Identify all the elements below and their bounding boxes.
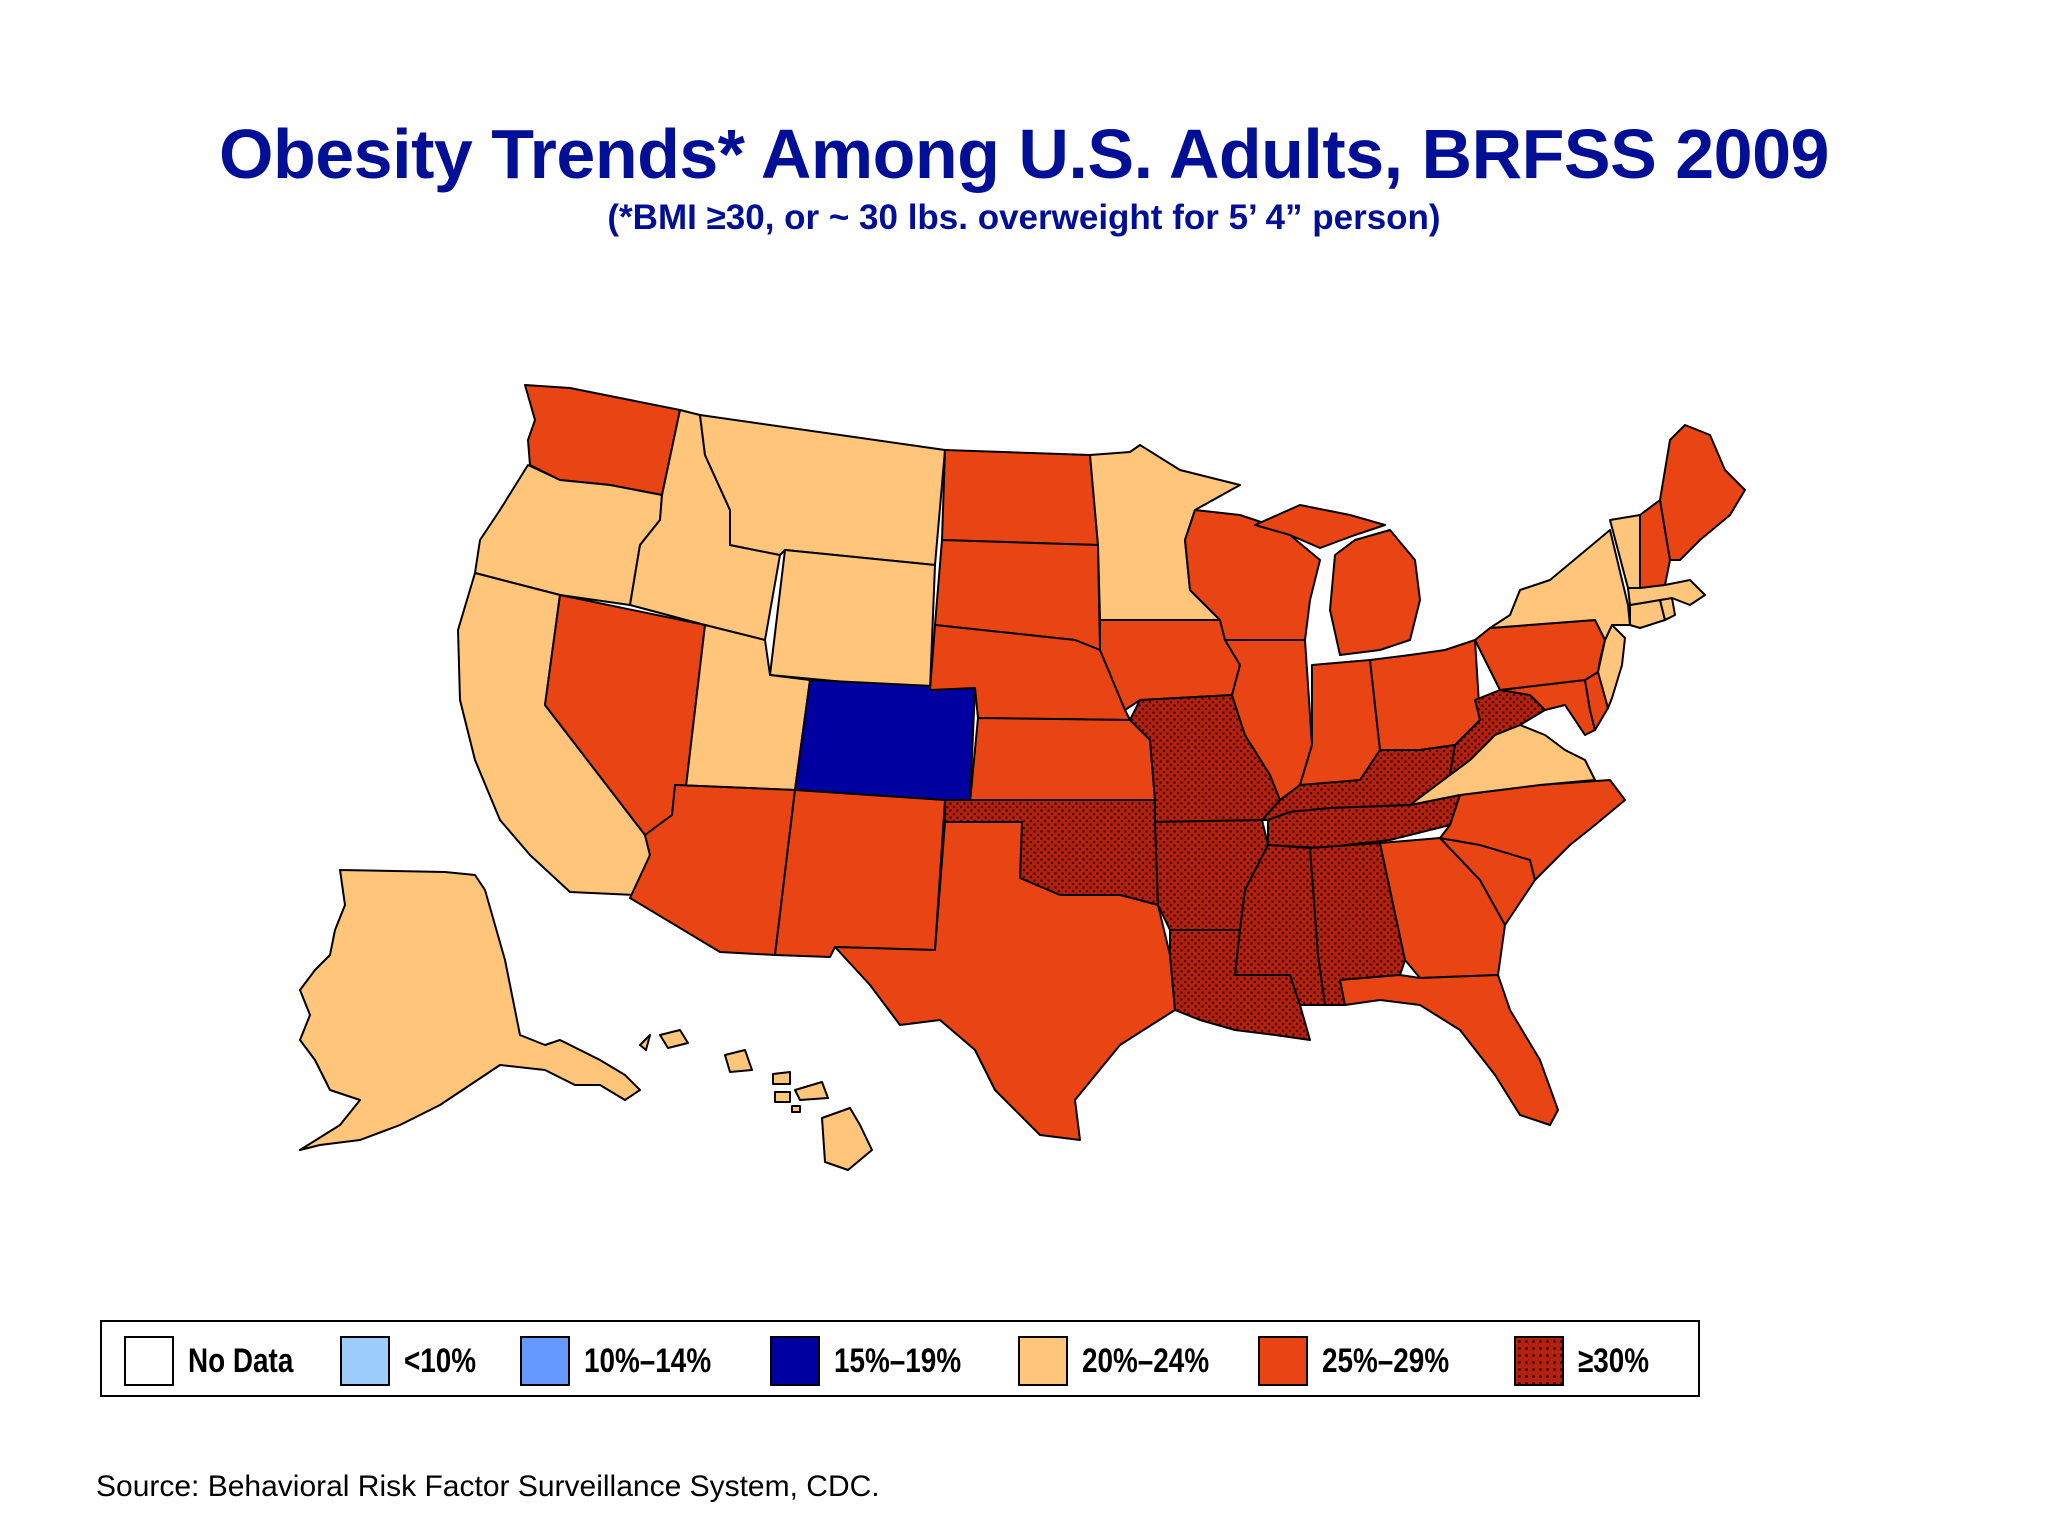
legend-item-nodata: No Data (124, 1322, 324, 1395)
state-maine (1659, 424, 1746, 561)
state-kansas (969, 717, 1156, 803)
legend-label: <10% (404, 1342, 477, 1380)
legend-item-10_14: 10%–14% (520, 1322, 760, 1395)
legend-label: ≥30% (1578, 1342, 1650, 1380)
state-florida (1339, 974, 1559, 1126)
state-colorado (794, 679, 976, 803)
state-north-dakota (941, 449, 1099, 546)
state-montana (699, 414, 946, 566)
map-subtitle: (*BMI ≥30, or ~ 30 lbs. overweight for 5… (607, 198, 1441, 237)
source-note: Source: Behavioral Risk Factor Surveilla… (96, 1470, 880, 1503)
legend-swatch (1258, 1336, 1308, 1386)
legend-label: 20%–24% (1082, 1342, 1210, 1380)
legend-item-gte30: ≥30% (1514, 1322, 1694, 1395)
state-wyoming (769, 549, 936, 691)
legend-label: 10%–14% (584, 1342, 712, 1380)
state-mississippi (1234, 844, 1326, 1006)
state-new-hampshire (1639, 499, 1671, 589)
state-michigan (1254, 504, 1421, 656)
map-title: Obesity Trends* Among U.S. Adults, BRFSS… (219, 115, 1829, 193)
legend-swatch (340, 1336, 390, 1386)
state-pennsylvania (1474, 619, 1606, 691)
legend-label: No Data (188, 1342, 294, 1380)
legend-item-15_19: 15%–19% (770, 1322, 1010, 1395)
legend-item-20_24: 20%–24% (1018, 1322, 1248, 1395)
legend-item-lt10: <10% (340, 1322, 510, 1395)
legend-item-25_29: 25%–29% (1258, 1322, 1508, 1395)
state-massachusetts (1627, 579, 1706, 606)
legend-swatch (520, 1336, 570, 1386)
state-ohio (1369, 639, 1481, 751)
legend-swatch (124, 1336, 174, 1386)
state-alaska (299, 869, 641, 1151)
legend-swatch (770, 1336, 820, 1386)
state-illinois (1224, 639, 1313, 801)
legend-label: 15%–19% (834, 1342, 962, 1380)
us-map (299, 384, 1746, 1171)
legend-swatch (1514, 1336, 1564, 1386)
legend-swatch (1018, 1336, 1068, 1386)
state-new-mexico (774, 789, 946, 958)
legend-label: 25%–29% (1322, 1342, 1450, 1380)
state-hawaii (639, 1029, 873, 1171)
state-texas (834, 821, 1176, 1141)
state-new-york (1489, 529, 1631, 641)
legend: No Data <10% 10%–14% 15%–19% 20%–24% 25%–29% ≥… (100, 1320, 1700, 1397)
